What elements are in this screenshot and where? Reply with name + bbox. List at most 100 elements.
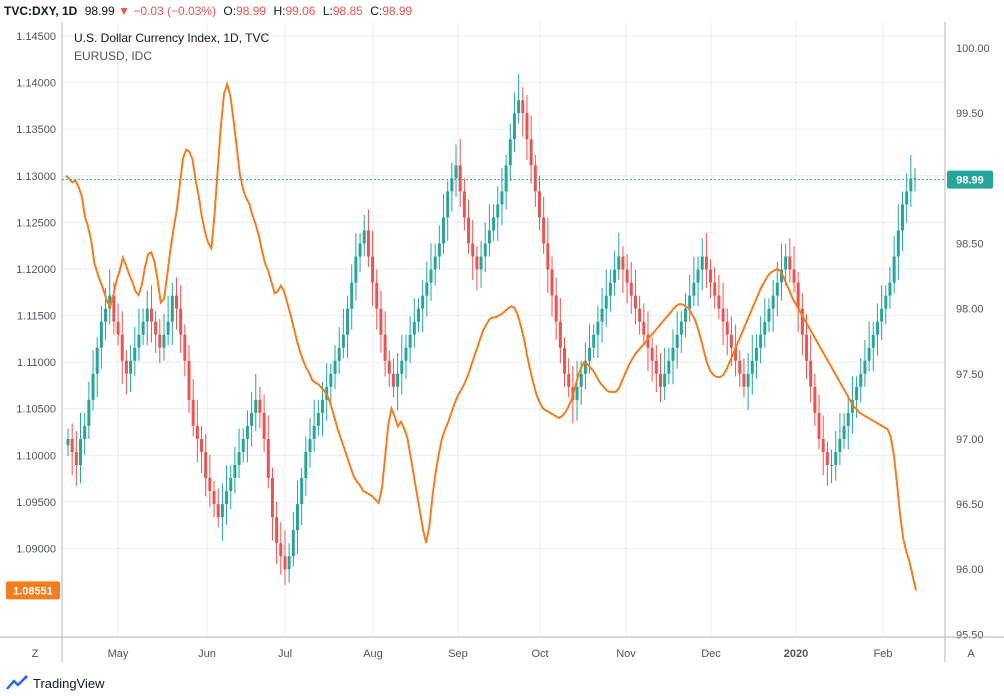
candle-body bbox=[759, 334, 763, 348]
candle-body bbox=[275, 517, 279, 544]
candle-body bbox=[900, 204, 904, 231]
candle-body bbox=[170, 295, 174, 322]
candle-body bbox=[558, 321, 562, 348]
candle-body bbox=[162, 334, 166, 348]
left-axis-tick-label: 1.09500 bbox=[16, 497, 56, 509]
candle-body bbox=[462, 191, 466, 218]
candle-body bbox=[688, 295, 692, 309]
open-value: 98.99 bbox=[236, 4, 267, 18]
candle-body bbox=[625, 269, 629, 283]
candle-body bbox=[408, 334, 412, 348]
candle-body bbox=[174, 295, 178, 309]
candle-body bbox=[508, 139, 512, 166]
candle-body bbox=[158, 334, 162, 348]
left-axis-tick-label: 1.12000 bbox=[16, 264, 56, 276]
candle-body bbox=[738, 360, 742, 374]
candle-body bbox=[154, 321, 158, 335]
candle-body bbox=[442, 217, 446, 244]
candle-body bbox=[579, 373, 583, 387]
candle-body bbox=[312, 425, 316, 439]
candle-body bbox=[613, 269, 617, 283]
left-axis-tick-label: 1.13500 bbox=[16, 124, 56, 136]
candle-body bbox=[354, 256, 358, 283]
x-axis-tick-label: Oct bbox=[531, 648, 548, 660]
candle-body bbox=[416, 308, 420, 322]
tradingview-brand[interactable]: TradingView bbox=[33, 675, 105, 691]
eurusd-line bbox=[65, 81, 917, 591]
candle-body bbox=[95, 347, 99, 374]
candle-body bbox=[850, 399, 854, 413]
candle-body bbox=[371, 256, 375, 283]
candle-body bbox=[729, 334, 733, 348]
candle-body bbox=[183, 334, 187, 361]
chart-subtitle: EURUSD, IDC bbox=[74, 49, 152, 63]
candle-body bbox=[437, 243, 441, 257]
candle-body bbox=[346, 308, 350, 335]
candle-body bbox=[834, 451, 838, 466]
candle-body bbox=[642, 321, 646, 335]
candle-body bbox=[141, 321, 145, 335]
candle-body bbox=[817, 412, 821, 439]
candle-body bbox=[375, 282, 379, 309]
candle-body bbox=[583, 360, 587, 374]
candle-body bbox=[875, 321, 879, 335]
right-axis-tick-label: 96.50 bbox=[956, 499, 984, 511]
candle-body bbox=[717, 295, 721, 309]
candle-body bbox=[567, 373, 571, 387]
candle-body bbox=[608, 282, 612, 296]
candle-body bbox=[775, 282, 779, 296]
candle-body bbox=[821, 438, 825, 452]
a-button[interactable]: A bbox=[962, 645, 980, 661]
candle-body bbox=[779, 269, 783, 283]
candle-body bbox=[133, 347, 137, 361]
candle-body bbox=[400, 360, 404, 374]
candle-body bbox=[446, 191, 450, 218]
candle-body bbox=[287, 556, 291, 570]
candle-body bbox=[692, 282, 696, 296]
candle-body bbox=[830, 465, 834, 467]
last-price: 98.99 bbox=[84, 4, 115, 18]
candle-body bbox=[554, 295, 558, 322]
candle-body bbox=[629, 282, 633, 296]
candle-body bbox=[458, 165, 462, 192]
right-axis-tick-label: 99.50 bbox=[956, 108, 984, 120]
candle-body bbox=[771, 295, 775, 309]
candle-body bbox=[208, 478, 212, 492]
candle-body bbox=[792, 269, 796, 283]
z-button[interactable]: Z bbox=[26, 645, 44, 661]
candle-body bbox=[896, 230, 900, 257]
right-axis-tick-label: 96.00 bbox=[956, 564, 984, 576]
candle-body bbox=[517, 100, 521, 114]
candle-body bbox=[404, 347, 408, 361]
candle-body bbox=[675, 334, 679, 348]
candle-body bbox=[300, 478, 304, 505]
candle-body bbox=[784, 256, 788, 270]
candle-body bbox=[425, 282, 429, 296]
price-chart[interactable]: 1.14500 1.14000 1.13500 1.13000 1.12500 1.120… bbox=[0, 22, 1004, 670]
candle-body bbox=[79, 438, 83, 466]
candle-body bbox=[358, 243, 362, 257]
candle-body bbox=[316, 412, 320, 426]
candle-body bbox=[884, 295, 888, 309]
candle-body bbox=[704, 256, 708, 270]
candle-body bbox=[120, 334, 124, 361]
candle-body bbox=[500, 191, 504, 205]
candle-body bbox=[245, 425, 249, 439]
candle-body bbox=[663, 373, 667, 387]
chart-axes: 1.14500 1.14000 1.13500 1.13000 1.12500 1.120… bbox=[0, 22, 1004, 662]
candle-body bbox=[750, 360, 754, 374]
candle-body bbox=[592, 334, 596, 348]
x-axis-tick-label: Aug bbox=[363, 648, 383, 660]
candle-body bbox=[734, 347, 738, 361]
symbol-label[interactable]: TVC:DXY, 1D bbox=[4, 4, 78, 18]
candle-body bbox=[270, 478, 274, 518]
candle-body bbox=[70, 438, 74, 452]
candle-body bbox=[754, 347, 758, 361]
left-axis-tick-label: 1.11500 bbox=[17, 311, 56, 323]
tradingview-logo-icon[interactable] bbox=[6, 675, 28, 691]
candle-body bbox=[321, 399, 325, 413]
candle-body bbox=[258, 399, 262, 413]
candle-body bbox=[337, 347, 341, 361]
eurusd-last-badge bbox=[6, 581, 60, 600]
chart-title: U.S. Dollar Currency Index, 1D, TVC bbox=[74, 31, 270, 45]
